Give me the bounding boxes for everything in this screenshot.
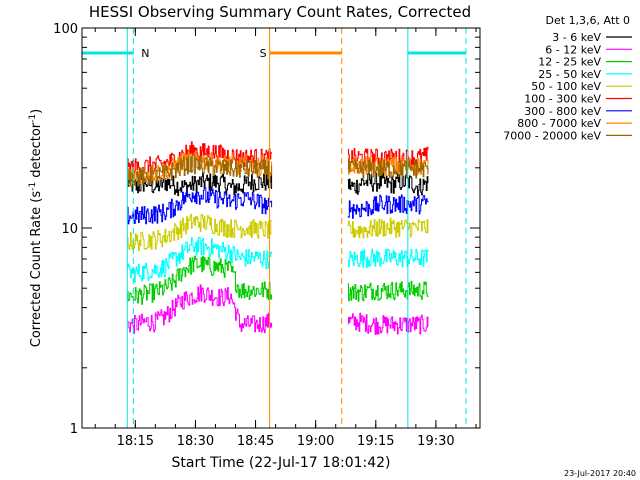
series-line-8-segment-2: [347, 156, 429, 176]
y-axis-title-main: Corrected Count Rate (s: [29, 191, 44, 348]
series-line-1-segment-1: [127, 172, 273, 197]
legend-label-1: 3 - 6 keV: [552, 31, 601, 44]
legend-label-4: 25 - 50 keV: [538, 68, 601, 81]
x-tick-label-3: 18:45: [237, 434, 274, 449]
y-axis-title-sup2: -1: [28, 114, 38, 123]
x-tick-label-5: 19:15: [357, 434, 394, 449]
event-label-2: S: [260, 47, 267, 60]
y-axis-title-mid: detector: [29, 122, 44, 182]
series-line-2-segment-1: [127, 284, 273, 334]
legend-title: Det 1,3,6, Att 0: [546, 14, 630, 27]
y-axis-title-end: ): [29, 109, 44, 114]
series-line-1-segment-2: [347, 172, 429, 196]
series-line-3-segment-1: [127, 255, 273, 305]
series-line-4-segment-2: [347, 248, 429, 269]
y-axis-title-sup1: -1: [28, 182, 38, 191]
plot-series-layer: [127, 141, 429, 335]
y-tick-label-3: 100: [53, 22, 78, 37]
y-axis-title: Corrected Count Rate (s-1 detector-1): [28, 109, 44, 347]
timestamp: 23-Jul-2017 20:40: [564, 469, 636, 478]
series-line-3-segment-2: [347, 280, 429, 302]
x-axis-title: Start Time (22-Jul-17 18:01:42): [171, 455, 390, 471]
y-tick-label-1: 1: [70, 422, 78, 437]
legend-label-9: 7000 - 20000 keV: [503, 129, 601, 142]
legend-label-7: 300 - 800 keV: [524, 105, 601, 118]
plot-frame: [81, 27, 481, 429]
legend-label-2: 6 - 12 keV: [545, 43, 601, 56]
series-line-2-segment-2: [347, 312, 429, 335]
x-tick-label-1: 18:15: [117, 434, 154, 449]
series-line-4-segment-1: [127, 236, 273, 283]
series-line-7-segment-2: [347, 194, 429, 219]
axis-layer: 18:15 18:30 18:45 19:00 19:15 19:30 1 10 100: [53, 22, 480, 449]
x-tick-label-4: 19:00: [297, 434, 334, 449]
series-line-5-segment-1: [127, 213, 273, 251]
series-line-9-segment-2: [347, 159, 429, 179]
chart-title: HESSI Observing Summary Count Rates, Cor…: [89, 3, 471, 21]
event-label-1: N: [141, 47, 149, 60]
series-line-7-segment-1: [127, 187, 273, 225]
x-tick-label-2: 18:30: [177, 434, 214, 449]
series-line-5-segment-2: [347, 217, 429, 239]
legend-label-8: 800 - 7000 keV: [517, 117, 601, 130]
legend-label-3: 12 - 25 keV: [538, 56, 601, 69]
series-line-9-segment-1: [127, 154, 273, 188]
x-tick-label-6: 19:30: [417, 434, 454, 449]
legend-label-5: 50 - 100 keV: [531, 80, 601, 93]
y-tick-label-2: 10: [61, 222, 78, 237]
legend-label-6: 100 - 300 keV: [524, 93, 601, 106]
